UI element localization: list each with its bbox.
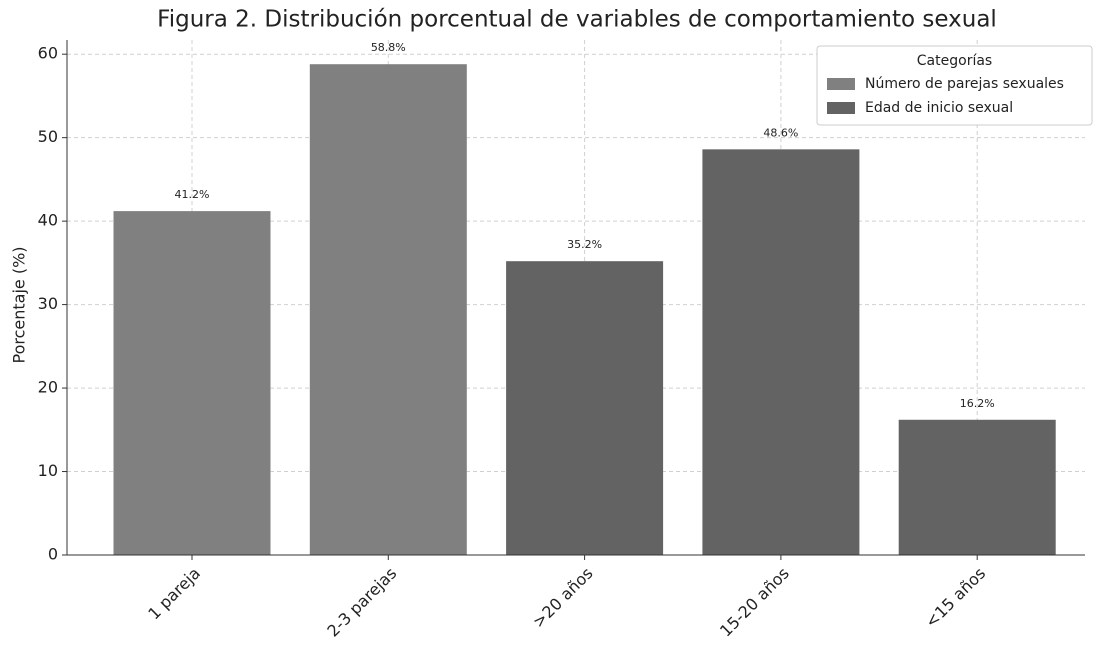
y-tick-label: 20 xyxy=(38,378,58,397)
legend-title: Categorías xyxy=(917,53,992,69)
x-tick-label: 15-20 años xyxy=(716,564,793,641)
x-tick-label: 2-3 parejas xyxy=(323,564,400,641)
x-tick-label: >20 años xyxy=(529,564,597,632)
value-label: 35.2% xyxy=(567,238,602,251)
y-tick-label: 30 xyxy=(38,294,58,313)
legend-swatch xyxy=(827,78,855,90)
chart-title: Figura 2. Distribución porcentual de var… xyxy=(157,7,997,33)
bar xyxy=(309,64,467,555)
x-tick-label: <15 años xyxy=(921,564,989,632)
bar xyxy=(702,149,860,555)
y-tick-label: 60 xyxy=(38,44,58,63)
legend-swatch xyxy=(827,102,855,114)
bar xyxy=(113,211,271,555)
legend-label: Número de parejas sexuales xyxy=(865,76,1064,92)
legend-label: Edad de inicio sexual xyxy=(865,100,1013,116)
y-tick-label: 50 xyxy=(38,127,58,146)
y-tick-label: 10 xyxy=(38,461,58,480)
x-tick-label: 1 pareja xyxy=(144,564,204,624)
y-tick-label: 0 xyxy=(48,545,58,564)
value-label: 58.8% xyxy=(371,41,406,54)
value-label: 41.2% xyxy=(175,188,210,201)
bar xyxy=(506,261,664,555)
legend-box xyxy=(816,45,1093,126)
bar xyxy=(898,419,1056,555)
value-label: 48.6% xyxy=(763,126,798,139)
value-label: 16.2% xyxy=(960,397,995,410)
y-tick-label: 40 xyxy=(38,211,58,230)
y-axis-label: Porcentaje (%) xyxy=(10,246,29,363)
